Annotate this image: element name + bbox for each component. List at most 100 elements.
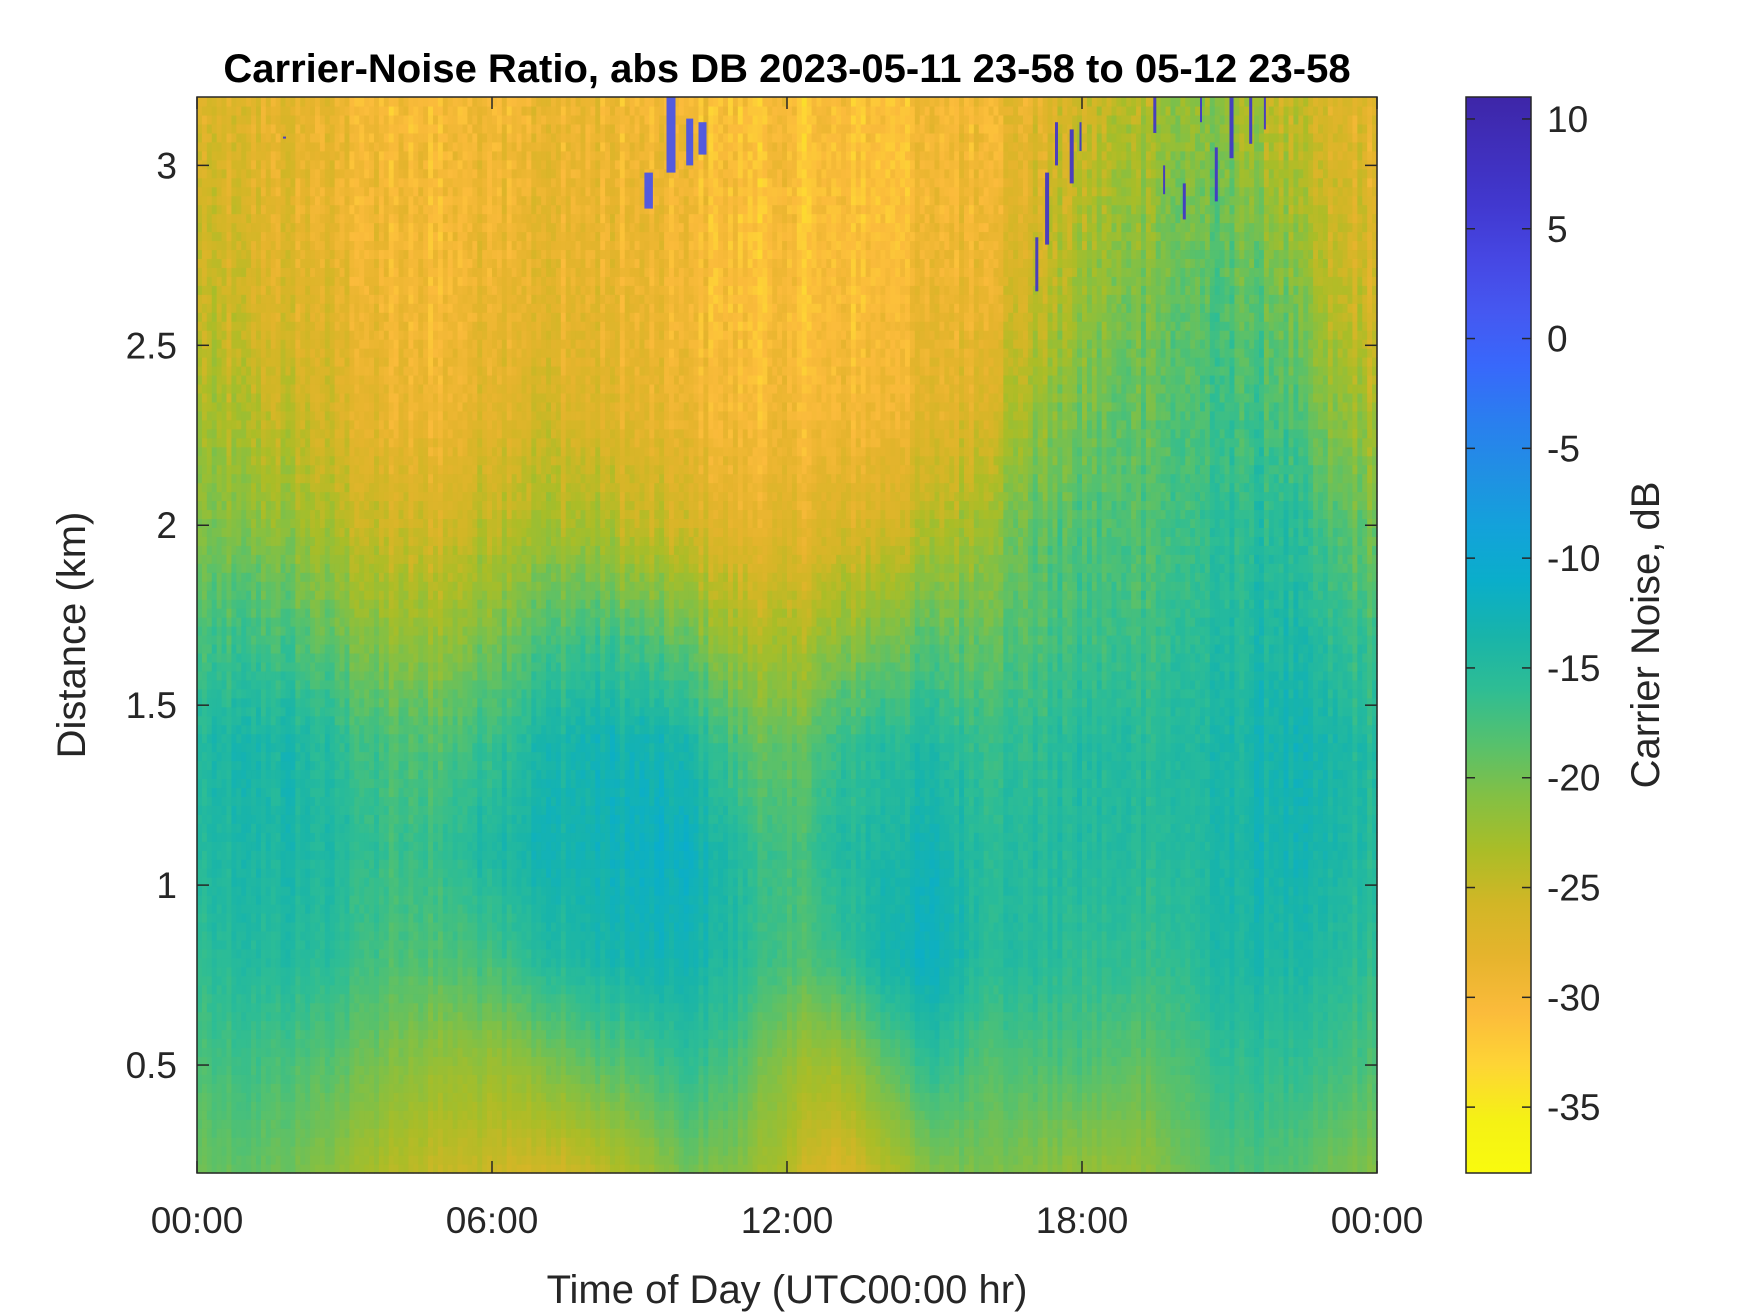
heatmap-cell xyxy=(197,635,203,645)
heatmap-cell xyxy=(305,267,311,277)
heatmap-cell xyxy=(197,222,203,233)
heatmap-cell xyxy=(354,410,360,421)
heatmap-cell xyxy=(251,1092,257,1102)
heatmap-cell xyxy=(211,267,218,277)
heatmap-cell xyxy=(201,1083,208,1093)
heatmap-cell xyxy=(329,249,336,259)
heatmap-cell xyxy=(246,688,252,699)
heatmap-cell xyxy=(398,1065,405,1075)
heatmap-cell xyxy=(369,1011,375,1022)
heatmap-cell xyxy=(231,509,237,520)
heatmap-cell xyxy=(211,939,218,950)
heatmap-cell xyxy=(211,231,218,242)
heatmap-cell xyxy=(364,1020,370,1031)
heatmap-cell xyxy=(270,545,277,555)
heatmap-cell xyxy=(344,859,351,869)
heatmap-cell xyxy=(319,850,326,860)
heatmap-cell xyxy=(305,635,311,645)
heatmap-cell xyxy=(374,661,380,672)
heatmap-cell xyxy=(344,330,351,340)
heatmap-cell xyxy=(383,401,390,412)
heatmap-cell xyxy=(319,1110,326,1120)
heatmap-cell xyxy=(290,635,296,645)
heatmap-cell xyxy=(246,760,252,771)
heatmap-cell xyxy=(265,186,272,197)
heatmap-cell xyxy=(369,948,375,959)
heatmap-cell xyxy=(251,168,257,179)
heatmap-cell xyxy=(201,249,208,259)
heatmap-cell xyxy=(378,895,385,905)
heatmap-cell xyxy=(383,796,390,806)
heatmap-cell xyxy=(221,590,228,600)
heatmap-cell xyxy=(285,993,292,1004)
heatmap-cell xyxy=(374,240,380,251)
heatmap-cell xyxy=(354,769,360,780)
heatmap-cell xyxy=(270,733,277,744)
heatmap-cell xyxy=(383,1137,390,1147)
heatmap-cell xyxy=(349,760,355,771)
heatmap-cell xyxy=(300,823,306,833)
heatmap-cell xyxy=(211,536,218,546)
heatmap-cell xyxy=(241,1029,247,1040)
heatmap-cell xyxy=(319,787,326,797)
heatmap-cell xyxy=(310,231,316,242)
heatmap-cell xyxy=(369,984,375,995)
heatmap-cell xyxy=(265,159,272,170)
heatmap-cell xyxy=(364,419,370,430)
heatmap-cell xyxy=(339,258,346,268)
heatmap-cell xyxy=(398,904,405,914)
heatmap-cell xyxy=(241,509,247,520)
heatmap-cell xyxy=(265,608,272,618)
heatmap-cell xyxy=(359,1065,365,1075)
heatmap-cell xyxy=(388,921,395,932)
heatmap-cell xyxy=(231,599,237,609)
heatmap-cell xyxy=(393,383,400,394)
heatmap-cell xyxy=(236,599,242,609)
heatmap-cell xyxy=(295,1146,301,1156)
heatmap-cell xyxy=(329,877,336,887)
heatmap-cell xyxy=(231,930,237,941)
heatmap-cell xyxy=(231,563,237,573)
heatmap-cell xyxy=(211,366,218,376)
heatmap-cell xyxy=(388,105,395,116)
heatmap-cell xyxy=(211,114,218,125)
heatmap-cell xyxy=(221,267,228,277)
heatmap-cell xyxy=(344,814,351,824)
heatmap-cell xyxy=(310,482,316,493)
heatmap-cell xyxy=(349,1065,355,1075)
heatmap-cell xyxy=(388,581,395,591)
heatmap-cell xyxy=(329,536,336,546)
heatmap-cell xyxy=(300,608,306,618)
heatmap-cell xyxy=(206,1092,213,1102)
heatmap-cell xyxy=(300,258,306,268)
heatmap-cell xyxy=(319,1146,326,1156)
heatmap-cell xyxy=(211,1029,218,1040)
heatmap-cell xyxy=(319,957,326,968)
heatmap-cell xyxy=(354,886,360,896)
heatmap-cell xyxy=(260,195,267,206)
heatmap-cell xyxy=(393,877,400,887)
heatmap-cell xyxy=(300,132,306,143)
heatmap-cell xyxy=(378,357,385,367)
heatmap-cell xyxy=(285,1011,292,1022)
heatmap-cell xyxy=(295,509,301,520)
heatmap-cell xyxy=(231,823,237,833)
heatmap-cell xyxy=(315,545,321,555)
heatmap-cell xyxy=(256,563,262,573)
heatmap-cell xyxy=(201,895,208,905)
heatmap-cell xyxy=(295,437,301,448)
heatmap-cell xyxy=(270,330,277,340)
heatmap-cell xyxy=(290,339,296,349)
heatmap-cell xyxy=(334,1047,341,1058)
heatmap-cell xyxy=(383,1056,390,1066)
heatmap-cell xyxy=(369,796,375,806)
heatmap-cell xyxy=(364,231,370,242)
heatmap-cell xyxy=(349,984,355,995)
heatmap-cell xyxy=(226,823,233,833)
heatmap-cell xyxy=(256,760,262,771)
heatmap-cell xyxy=(300,97,306,107)
heatmap-cell xyxy=(216,186,223,197)
heatmap-cell xyxy=(339,1128,346,1138)
heatmap-cell xyxy=(398,724,405,735)
heatmap-cell xyxy=(197,428,203,439)
